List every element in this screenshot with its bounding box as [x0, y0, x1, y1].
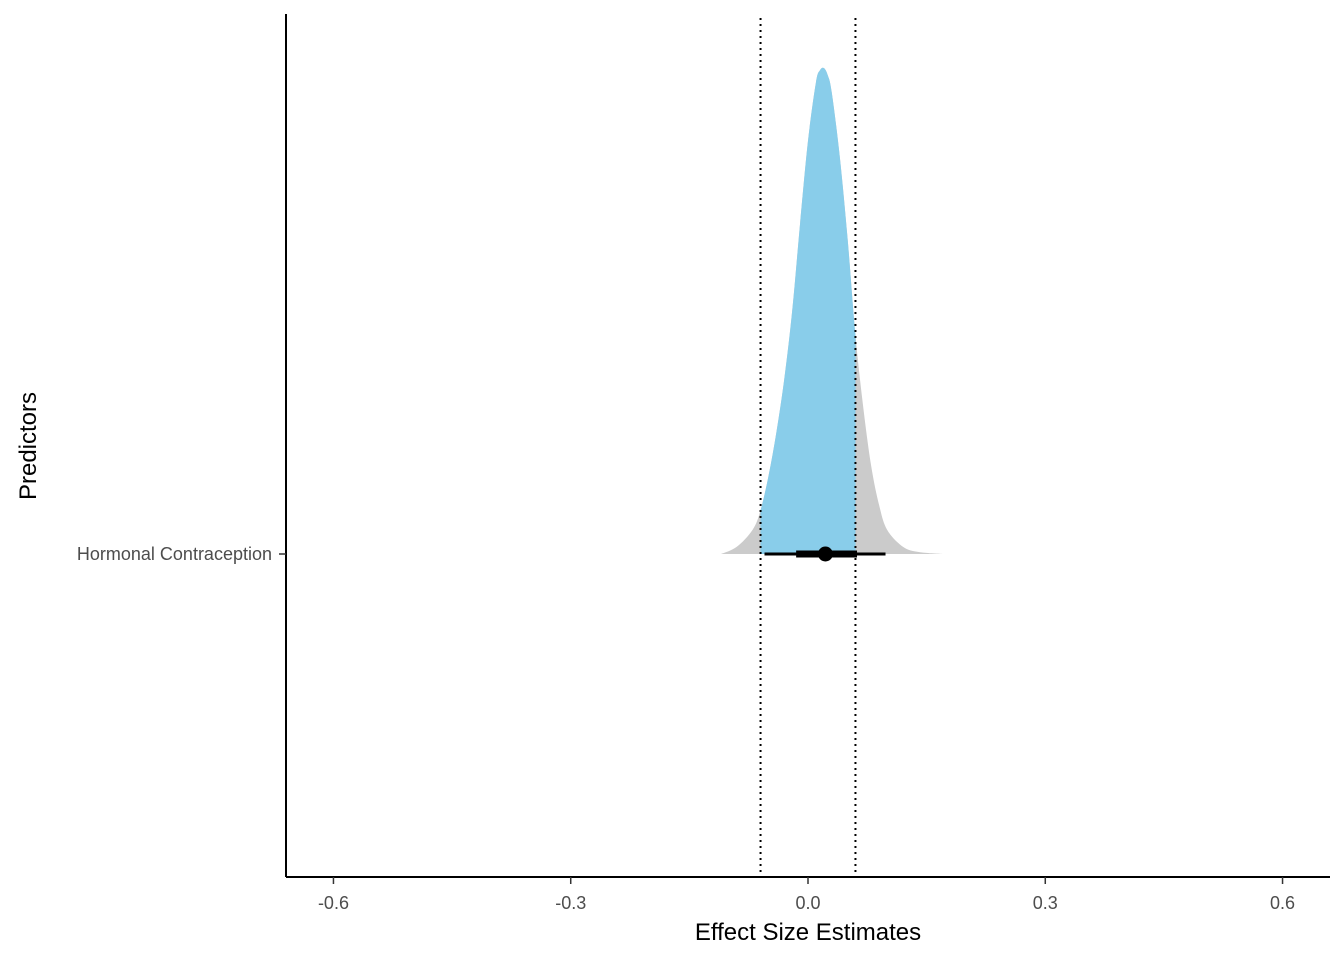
y-tick-label: Hormonal Contraception	[77, 544, 272, 564]
interval-layer	[764, 546, 886, 562]
density-layer	[721, 67, 943, 554]
x-tick-label: -0.3	[555, 893, 586, 913]
x-axis-title: Effect Size Estimates	[695, 919, 921, 946]
density-inside-rope	[760, 67, 856, 554]
point-estimate	[817, 546, 833, 562]
x-tick-label: 0.3	[1033, 893, 1058, 913]
x-tick-label: -0.6	[318, 893, 349, 913]
y-ticks: Hormonal Contraception	[77, 544, 286, 564]
x-tick-label: 0.0	[795, 893, 820, 913]
y-axis-title: Predictors	[15, 392, 42, 500]
x-tick-label: 0.6	[1270, 893, 1295, 913]
x-ticks: -0.6 -0.3 0.0 0.3 0.6	[318, 877, 1295, 913]
rope-lines	[759, 18, 857, 877]
